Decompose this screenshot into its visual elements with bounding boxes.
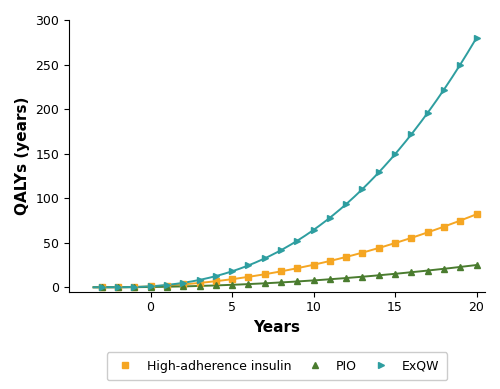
High-adherence insulin <box>164 283 170 288</box>
ExQW <box>213 274 219 279</box>
High-adherence insulin <box>98 285 104 290</box>
ExQW <box>262 256 268 261</box>
PIO <box>408 270 414 275</box>
PIO <box>294 279 300 284</box>
PIO <box>457 265 463 269</box>
PIO <box>229 282 235 287</box>
PIO <box>246 282 252 286</box>
High-adherence insulin <box>310 263 316 267</box>
ExQW <box>474 35 480 40</box>
High-adherence insulin <box>262 272 268 277</box>
ExQW <box>294 238 300 243</box>
ExQW <box>441 87 447 92</box>
Line: ExQW: ExQW <box>98 35 480 291</box>
ExQW <box>392 152 398 156</box>
ExQW <box>196 278 202 282</box>
ExQW <box>229 269 235 273</box>
Legend: High-adherence insulin, PIO, ExQW: High-adherence insulin, PIO, ExQW <box>106 352 447 380</box>
High-adherence insulin <box>294 266 300 270</box>
ExQW <box>98 285 104 290</box>
PIO <box>213 283 219 288</box>
High-adherence insulin <box>457 218 463 223</box>
ExQW <box>115 285 121 290</box>
ExQW <box>148 284 154 289</box>
High-adherence insulin <box>196 280 202 285</box>
ExQW <box>424 110 430 115</box>
High-adherence insulin <box>246 275 252 279</box>
ExQW <box>360 187 366 191</box>
ExQW <box>327 216 333 220</box>
PIO <box>132 285 138 289</box>
ExQW <box>132 285 138 289</box>
High-adherence insulin <box>148 284 154 289</box>
PIO <box>424 268 430 273</box>
PIO <box>196 284 202 288</box>
PIO <box>310 278 316 283</box>
PIO <box>360 274 366 279</box>
High-adherence insulin <box>278 269 284 274</box>
X-axis label: Years: Years <box>254 320 300 335</box>
High-adherence insulin <box>376 246 382 251</box>
PIO <box>164 284 170 289</box>
High-adherence insulin <box>180 282 186 287</box>
PIO <box>180 284 186 289</box>
Line: High-adherence insulin: High-adherence insulin <box>98 211 480 291</box>
PIO <box>474 263 480 267</box>
ExQW <box>180 280 186 285</box>
ExQW <box>343 202 349 207</box>
High-adherence insulin <box>229 277 235 282</box>
ExQW <box>408 132 414 137</box>
PIO <box>343 276 349 280</box>
PIO <box>441 266 447 271</box>
High-adherence insulin <box>441 224 447 229</box>
PIO <box>98 285 104 290</box>
Y-axis label: QALYs (years): QALYs (years) <box>15 97 30 215</box>
High-adherence insulin <box>213 279 219 284</box>
Line: PIO: PIO <box>98 262 480 291</box>
PIO <box>115 285 121 290</box>
High-adherence insulin <box>327 259 333 263</box>
ExQW <box>310 228 316 232</box>
PIO <box>278 280 284 285</box>
ExQW <box>376 170 382 175</box>
ExQW <box>246 263 252 268</box>
High-adherence insulin <box>392 241 398 245</box>
High-adherence insulin <box>474 212 480 217</box>
ExQW <box>278 248 284 252</box>
PIO <box>148 285 154 289</box>
High-adherence insulin <box>115 285 121 289</box>
High-adherence insulin <box>132 285 138 289</box>
High-adherence insulin <box>343 255 349 259</box>
ExQW <box>457 62 463 67</box>
ExQW <box>164 282 170 287</box>
High-adherence insulin <box>360 250 366 255</box>
PIO <box>392 272 398 276</box>
PIO <box>376 273 382 278</box>
High-adherence insulin <box>424 230 430 235</box>
High-adherence insulin <box>408 236 414 240</box>
PIO <box>262 281 268 286</box>
PIO <box>327 277 333 282</box>
